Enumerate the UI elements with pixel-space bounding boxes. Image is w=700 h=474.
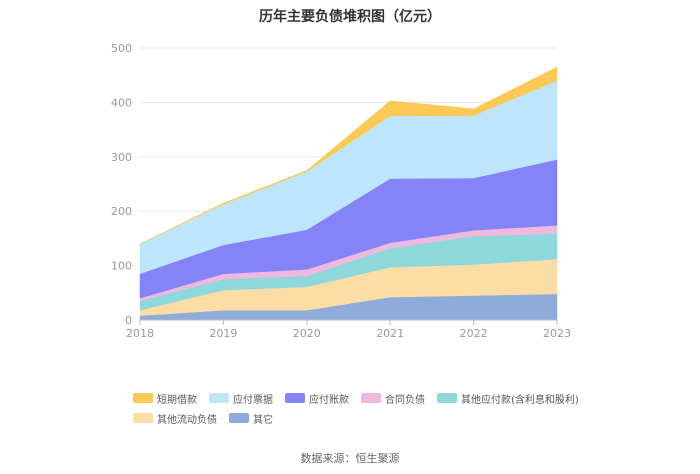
legend-swatch xyxy=(361,393,381,403)
legend-row-1: 短期借款 应付票据 应付账款 合同负债 其他应付款(含利息和股利) xyxy=(133,388,603,408)
area-series xyxy=(139,66,558,245)
x-tick-label: 2022 xyxy=(460,327,488,340)
legend-item-other-payables[interactable]: 其他应付款(含利息和股利) xyxy=(437,391,579,406)
legend-label: 短期借款 xyxy=(157,394,197,406)
x-tick-label: 2023 xyxy=(543,327,571,340)
legend-swatch xyxy=(209,393,229,403)
x-tick-label: 2020 xyxy=(293,327,321,340)
y-tick-label: 200 xyxy=(111,205,132,218)
legend-label: 应付票据 xyxy=(233,394,273,406)
legend-item-short-term-loans[interactable]: 短期借款 xyxy=(133,391,197,406)
legend-swatch xyxy=(133,413,153,423)
legend-item-other-current-liabilities[interactable]: 其他流动负债 xyxy=(133,411,217,426)
legend-item-contract-liabilities[interactable]: 合同负债 xyxy=(361,391,425,406)
legend-item-others[interactable]: 其它 xyxy=(229,411,273,426)
x-tick-label: 2018 xyxy=(126,327,154,340)
legend-label: 其他流动负债 xyxy=(157,414,217,426)
legend-label: 其他应付款(含利息和股利) xyxy=(461,394,579,406)
legend-swatch xyxy=(437,393,457,403)
legend-swatch xyxy=(133,393,153,403)
chart-title: 历年主要负债堆积图（亿元） xyxy=(259,9,441,25)
y-tick-label: 0 xyxy=(125,314,132,327)
legend-label: 合同负债 xyxy=(385,394,425,406)
x-tick-label: 2021 xyxy=(376,327,404,340)
y-tick-label: 400 xyxy=(111,96,132,109)
y-tick-label: 300 xyxy=(111,151,132,164)
legend-item-accounts-payable[interactable]: 应付账款 xyxy=(285,391,349,406)
data-source: 数据来源：恒生聚源 xyxy=(300,452,400,465)
legend-item-notes-payable[interactable]: 应付票据 xyxy=(209,391,273,406)
x-tick-label: 2019 xyxy=(209,327,237,340)
legend-label: 其它 xyxy=(253,414,273,426)
legend-swatch xyxy=(285,393,305,403)
legend-row-2: 其他流动负债 其它 xyxy=(133,408,603,428)
chart-legend: 短期借款 应付票据 应付账款 合同负债 其他应付款(含利息和股利) 其他流动负债… xyxy=(133,388,603,428)
legend-label: 应付账款 xyxy=(309,394,349,406)
y-tick-label: 100 xyxy=(111,260,132,273)
legend-swatch xyxy=(229,413,249,423)
y-tick-label: 500 xyxy=(111,42,132,55)
